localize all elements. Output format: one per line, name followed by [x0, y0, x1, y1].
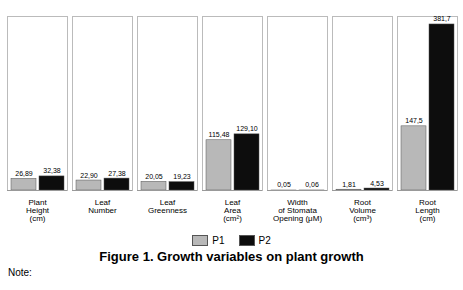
svg-text:20,05: 20,05 [145, 173, 163, 180]
html-text:Figure 1. Growth variables on: Figure 1. Growth variables on plant grow… [99, 249, 364, 264]
svg-text:PlantHeight(cm): PlantHeight(cm) [26, 198, 50, 223]
svg-text:147,5: 147,5 [405, 117, 423, 124]
svg-text:LeafNumber: LeafNumber [88, 198, 117, 215]
svg-text:0,05: 0,05 [277, 181, 291, 188]
svg-text:381,7: 381,7 [433, 15, 451, 22]
html-text:P2: P2 [258, 234, 271, 246]
svg-text:Widthof StomataOpening (μM): Widthof StomataOpening (μM) [273, 198, 322, 223]
svg-text:129,10: 129,10 [236, 125, 258, 132]
svg-text:115,48: 115,48 [209, 131, 230, 138]
svg-text:32,38: 32,38 [43, 167, 61, 174]
svg-text:RootVolume(cm³): RootVolume(cm³) [349, 198, 376, 223]
svg-text:LeafArea(cm²): LeafArea(cm²) [223, 198, 242, 223]
svg-text:4,53: 4,53 [370, 180, 384, 187]
svg-text:LeafGreenness: LeafGreenness [148, 198, 187, 215]
svg-text:19,23: 19,23 [173, 173, 191, 180]
svg-text:22,90: 22,90 [80, 172, 98, 179]
svg-text:RootLength(cm): RootLength(cm) [415, 198, 439, 223]
svg-text:26,89: 26,89 [15, 170, 33, 177]
html-text:P1: P1 [212, 234, 225, 246]
svg-text:27,38: 27,38 [108, 170, 126, 177]
html-text:Note:: Note: [8, 267, 32, 278]
svg-text:1,81: 1,81 [342, 181, 356, 188]
svg-text:0,06: 0,06 [305, 181, 319, 188]
